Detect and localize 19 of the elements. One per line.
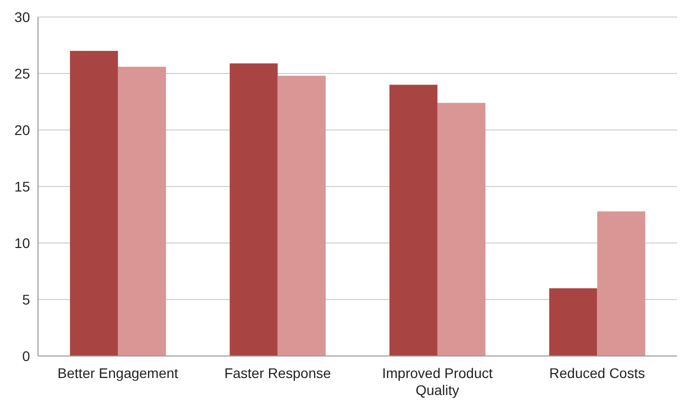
x-tick-label: Faster Response — [224, 365, 332, 381]
bar — [70, 50, 118, 356]
x-tick-label: Better Engagement — [58, 365, 178, 381]
bar — [549, 288, 598, 356]
x-tick-label: Reduced Costs — [549, 365, 645, 381]
y-tick-label: 20 — [14, 122, 30, 138]
y-tick-label: 25 — [14, 65, 30, 82]
bar — [597, 211, 646, 356]
y-tick-label: 15 — [14, 178, 30, 194]
y-tick-label: 10 — [14, 234, 30, 251]
x-tick-label: Improved Product Quality — [382, 365, 493, 398]
bar — [278, 76, 326, 356]
y-tick-label: 30 — [14, 8, 30, 25]
y-tick-label: 0 — [22, 348, 30, 364]
bar — [389, 84, 438, 356]
bar — [230, 63, 278, 356]
bar — [437, 102, 486, 356]
y-tick-label: 5 — [22, 291, 30, 308]
bar — [118, 66, 166, 356]
